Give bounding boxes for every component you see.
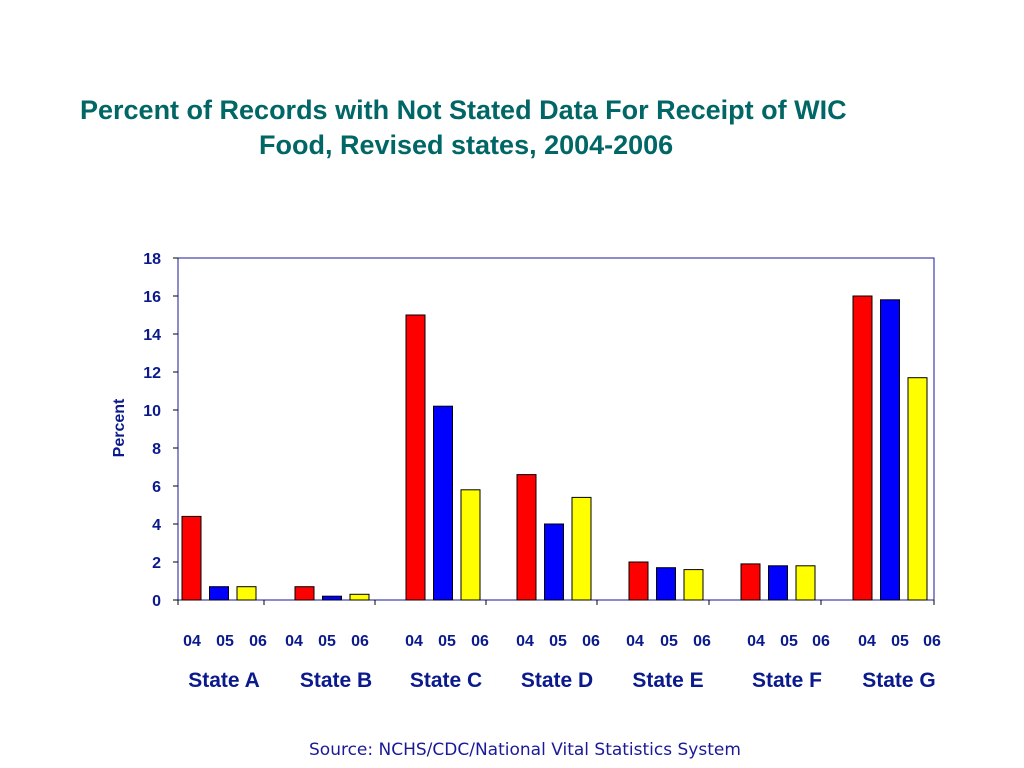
bar bbox=[628, 561, 649, 601]
x-year-label: 06 bbox=[582, 633, 600, 650]
y-tick-label: 10 bbox=[143, 403, 161, 420]
x-year-label: 04 bbox=[183, 633, 201, 650]
x-year-label: 05 bbox=[438, 633, 456, 650]
x-year-label: 05 bbox=[891, 633, 909, 650]
y-tick-label: 2 bbox=[152, 555, 161, 572]
bar bbox=[683, 569, 704, 601]
chart-title-line-2: Food, Revised states, 2004-2006 bbox=[259, 130, 674, 160]
bar bbox=[294, 586, 315, 601]
x-year-label: 06 bbox=[249, 633, 267, 650]
chart-title-line-1: Percent of Records with Not Stated Data … bbox=[80, 95, 847, 125]
x-year-label: 04 bbox=[858, 633, 876, 650]
x-category-label: State D bbox=[521, 669, 593, 692]
x-year-label: 06 bbox=[923, 633, 941, 650]
bar bbox=[544, 523, 564, 601]
bars bbox=[181, 295, 928, 601]
bar bbox=[181, 515, 202, 601]
x-year-label: 05 bbox=[660, 633, 678, 650]
bar bbox=[209, 586, 229, 601]
x-year-label: 05 bbox=[780, 633, 798, 650]
source-note: Source: NCHS/CDC/National Vital Statisti… bbox=[309, 740, 741, 760]
bar bbox=[768, 565, 788, 601]
y-tick-label: 6 bbox=[152, 479, 161, 496]
bar bbox=[740, 563, 761, 601]
x-axis bbox=[177, 600, 935, 605]
x-year-label: 04 bbox=[285, 633, 303, 650]
x-category-label: State A bbox=[188, 669, 260, 692]
bar bbox=[405, 314, 426, 601]
x-year-label: 05 bbox=[549, 633, 567, 650]
y-axis-label: Percent bbox=[111, 398, 128, 457]
y-tick-label: 16 bbox=[143, 289, 161, 306]
x-year-label: 04 bbox=[405, 633, 423, 650]
y-tick-label: 0 bbox=[152, 593, 161, 610]
y-tick-label: 4 bbox=[152, 517, 161, 534]
bar bbox=[322, 595, 342, 601]
y-axis: 0 2 4 6 8 10 12 14 16 18 Percent bbox=[111, 251, 178, 610]
x-year-label: 06 bbox=[812, 633, 830, 650]
bar bbox=[516, 474, 537, 601]
x-year-label: 06 bbox=[693, 633, 711, 650]
y-tick-label: 12 bbox=[143, 365, 161, 382]
bar bbox=[571, 496, 592, 601]
bar bbox=[349, 593, 370, 601]
bar bbox=[880, 299, 900, 601]
bar bbox=[852, 295, 873, 601]
bar bbox=[907, 377, 928, 601]
x-year-label: 05 bbox=[318, 633, 336, 650]
x-category-label: State F bbox=[752, 669, 822, 692]
bar bbox=[433, 405, 453, 601]
x-year-label: 04 bbox=[747, 633, 765, 650]
x-category-label: State B bbox=[300, 669, 372, 692]
x-year-label: 04 bbox=[516, 633, 534, 650]
bar bbox=[795, 565, 816, 601]
labels: 04 05 06 State A 04 05 06 State B 04 05 06 State C 0… bbox=[183, 633, 941, 692]
x-year-label: 06 bbox=[351, 633, 369, 650]
bar bbox=[656, 567, 676, 601]
x-year-label: 05 bbox=[216, 633, 234, 650]
x-year-label: 06 bbox=[471, 633, 489, 650]
y-tick-label: 8 bbox=[152, 441, 161, 458]
y-tick-label: 18 bbox=[143, 251, 161, 268]
x-category-label: State C bbox=[410, 669, 482, 692]
x-year-label: 04 bbox=[626, 633, 644, 650]
bar bbox=[236, 586, 257, 601]
x-category-label: State G bbox=[862, 669, 936, 692]
x-category-label: State E bbox=[632, 669, 703, 692]
y-tick-label: 14 bbox=[143, 327, 161, 344]
bar bbox=[460, 489, 481, 601]
